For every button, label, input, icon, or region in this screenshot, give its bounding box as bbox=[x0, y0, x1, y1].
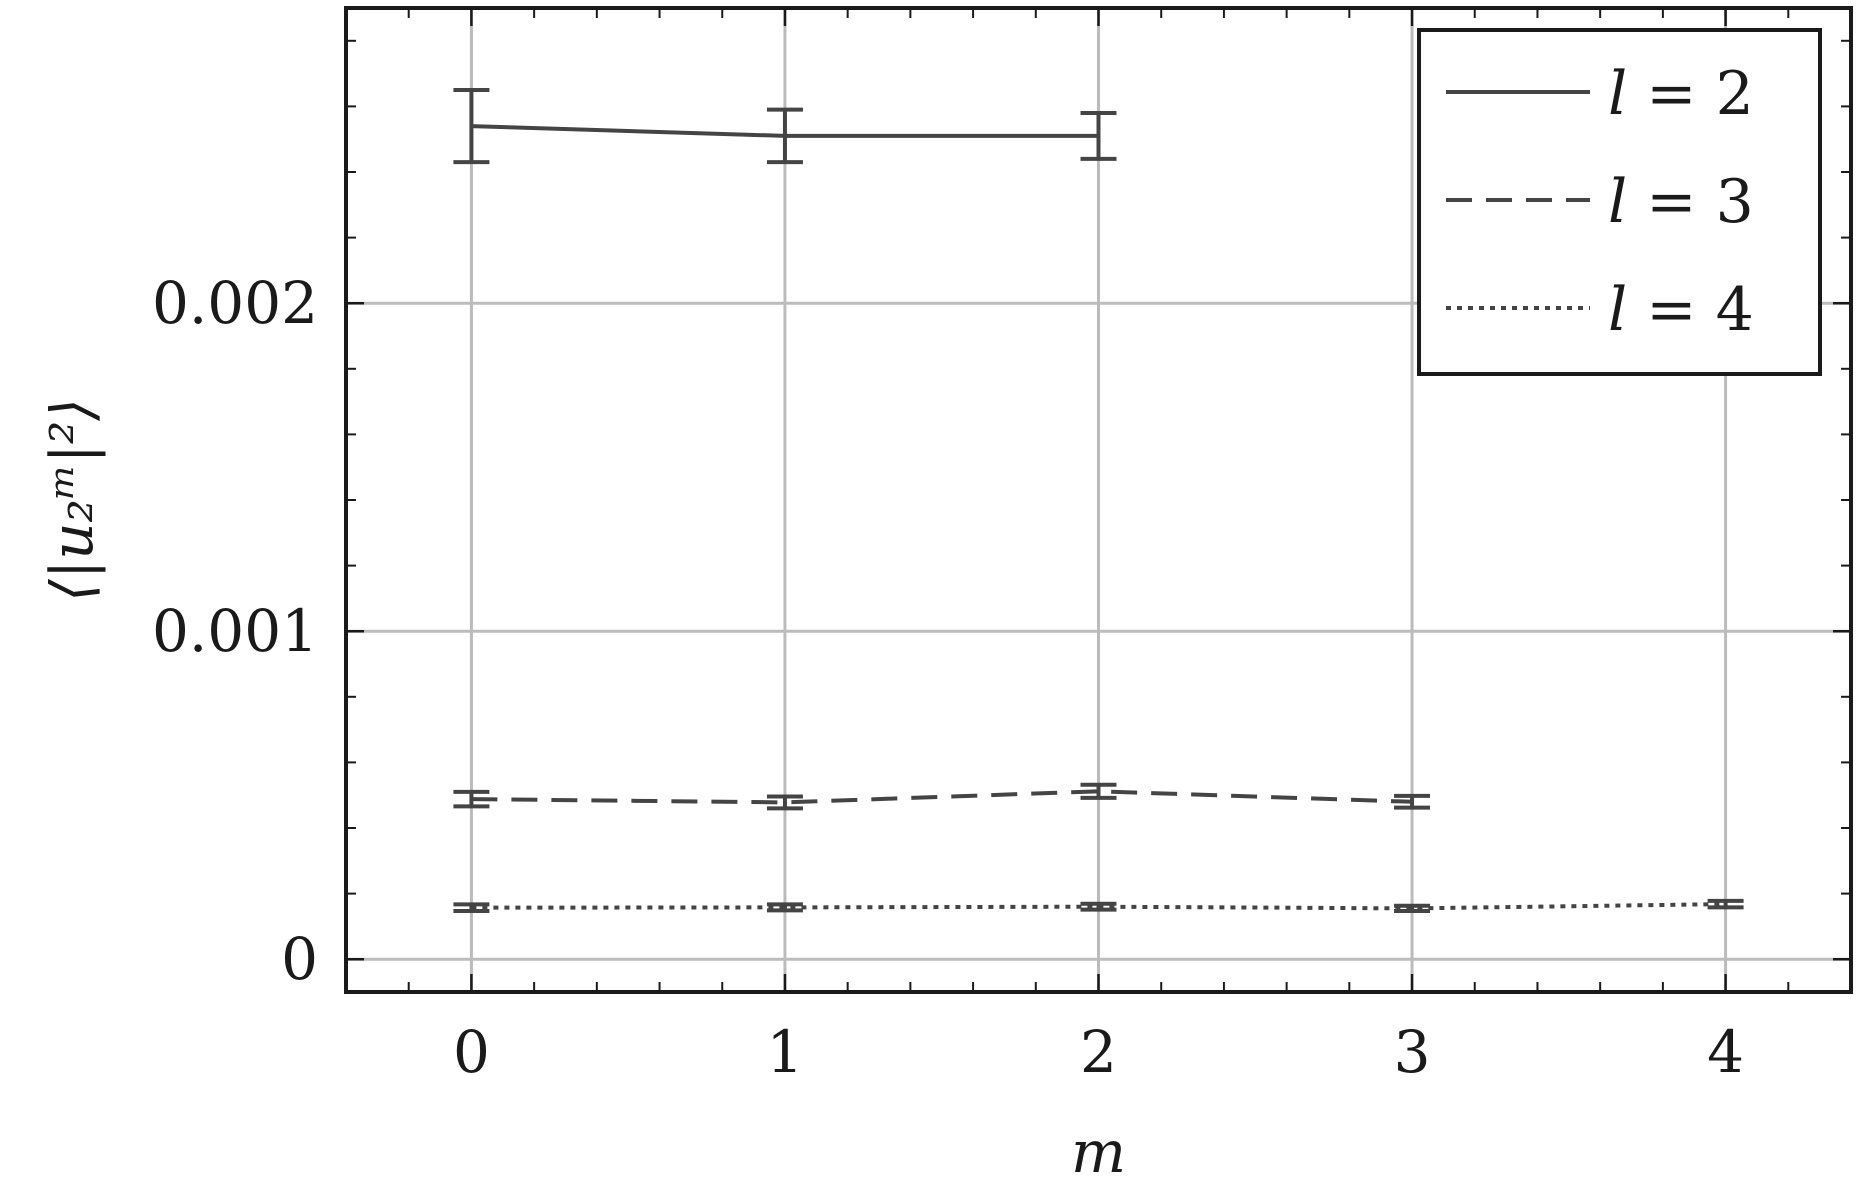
series-line bbox=[471, 789, 1413, 805]
x-tick-label: 1 bbox=[767, 1018, 804, 1086]
y-tick-label: 0.001 bbox=[152, 597, 318, 665]
legend-entry-l2: l = 2 bbox=[1446, 59, 1754, 129]
legend-var: l bbox=[1608, 275, 1627, 345]
x-axis-label: m bbox=[1071, 1118, 1126, 1186]
x-tick-label: 4 bbox=[1707, 1018, 1744, 1086]
plot-frame bbox=[344, 6, 1853, 994]
legend-label-l3: l = 3 bbox=[1608, 167, 1754, 237]
x-tick-label: 3 bbox=[1394, 1018, 1431, 1086]
legend-value: = 4 bbox=[1627, 275, 1754, 345]
x-tick-label: 0 bbox=[453, 1018, 490, 1086]
series-l4 bbox=[453, 898, 1744, 913]
y-tick-label: 0 bbox=[281, 925, 318, 993]
legend-var: l bbox=[1608, 167, 1627, 237]
y-tick-label: 0.002 bbox=[152, 269, 318, 337]
series-l3 bbox=[453, 782, 1431, 811]
legend-var: l bbox=[1608, 59, 1627, 129]
series-layer bbox=[453, 88, 1744, 913]
legend: l = 2 l = 3 l = 4 bbox=[1417, 28, 1822, 376]
legend-label-l4: l = 4 bbox=[1608, 275, 1754, 345]
legend-label-l2: l = 2 bbox=[1608, 59, 1754, 129]
legend-entry-l4: l = 4 bbox=[1446, 275, 1754, 345]
series-l2 bbox=[453, 88, 1117, 165]
legend-entry-l3: l = 3 bbox=[1446, 167, 1754, 237]
y-axis-label: ⟨|u₂ᵐ|²⟩ bbox=[38, 398, 106, 602]
x-tick-label: 2 bbox=[1080, 1018, 1117, 1086]
legend-value: = 2 bbox=[1627, 59, 1754, 129]
legend-value: = 3 bbox=[1627, 167, 1754, 237]
legend-box bbox=[1417, 28, 1822, 376]
tick-labels: 0 1 2 3 4 0 0.001 0.002 bbox=[152, 269, 1744, 1086]
